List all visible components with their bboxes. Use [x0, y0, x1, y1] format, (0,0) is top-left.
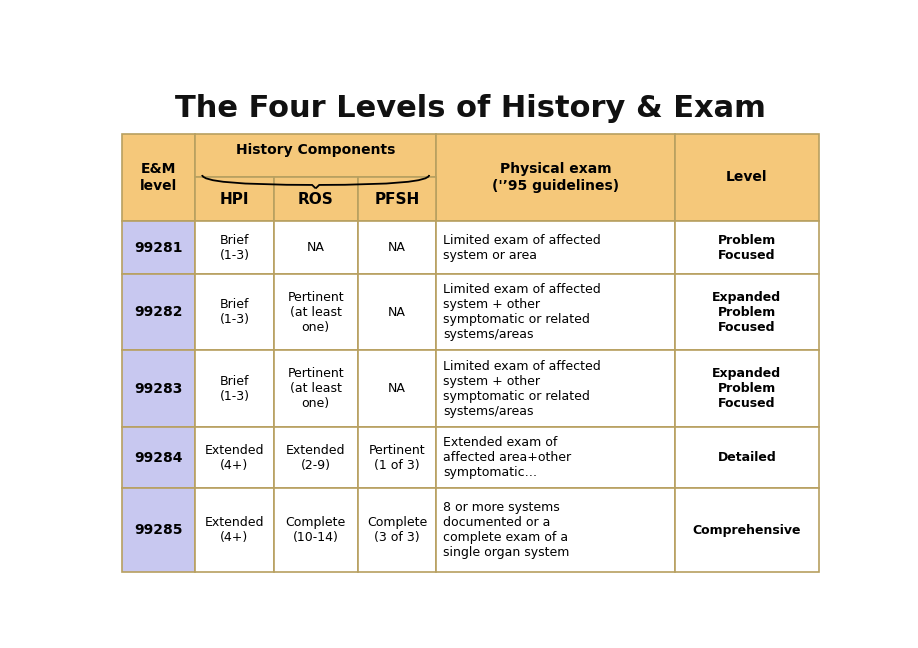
Bar	[357, 351, 436, 427]
Bar	[675, 489, 819, 572]
Bar	[122, 489, 195, 572]
Text: Expanded
Problem
Focused: Expanded Problem Focused	[712, 291, 781, 334]
Bar	[436, 221, 675, 274]
Text: Brief
(1-3): Brief (1-3)	[219, 298, 250, 326]
Bar	[274, 489, 357, 572]
Text: 99284: 99284	[134, 451, 183, 465]
Bar	[357, 221, 436, 274]
Text: History Components: History Components	[236, 143, 396, 157]
Bar	[357, 178, 436, 221]
Bar	[274, 221, 357, 274]
Text: PFSH: PFSH	[375, 192, 420, 207]
Bar	[195, 274, 274, 351]
Bar	[357, 427, 436, 489]
Bar	[675, 274, 819, 351]
Bar	[436, 351, 675, 427]
Text: Comprehensive: Comprehensive	[693, 524, 801, 537]
Bar	[274, 351, 357, 427]
Bar	[195, 351, 274, 427]
Bar	[675, 351, 819, 427]
Text: HPI: HPI	[219, 192, 249, 207]
Text: Brief
(1-3): Brief (1-3)	[219, 233, 250, 262]
Text: NA: NA	[388, 306, 406, 319]
Bar	[675, 133, 819, 221]
Text: Limited exam of affected
system or area: Limited exam of affected system or area	[443, 233, 601, 262]
Text: Detailed: Detailed	[718, 451, 777, 465]
Bar	[274, 274, 357, 351]
Text: 99283: 99283	[134, 382, 183, 396]
Bar	[274, 427, 357, 489]
Text: Complete
(3 of 3): Complete (3 of 3)	[367, 516, 427, 544]
Bar	[195, 221, 274, 274]
Bar	[122, 274, 195, 351]
Bar	[436, 133, 675, 221]
Text: Physical exam
('’95 guidelines): Physical exam ('’95 guidelines)	[492, 163, 619, 192]
Bar	[357, 489, 436, 572]
Text: Pertinent
(at least
one): Pertinent (at least one)	[287, 367, 344, 410]
Bar	[122, 133, 195, 221]
Text: Extended
(2-9): Extended (2-9)	[285, 444, 345, 472]
Bar	[122, 221, 195, 274]
Bar	[195, 133, 436, 178]
Text: 99285: 99285	[134, 523, 183, 537]
Text: Expanded
Problem
Focused: Expanded Problem Focused	[712, 367, 781, 410]
Text: Pertinent
(1 of 3): Pertinent (1 of 3)	[369, 444, 425, 472]
Text: Limited exam of affected
system + other
symptomatic or related
systems/areas: Limited exam of affected system + other …	[443, 360, 601, 418]
Bar	[195, 427, 274, 489]
Text: NA: NA	[388, 241, 406, 254]
Bar	[436, 274, 675, 351]
Text: Pertinent
(at least
one): Pertinent (at least one)	[287, 291, 344, 334]
Text: Extended exam of
affected area+other
symptomatic…: Extended exam of affected area+other sym…	[443, 436, 572, 480]
Text: Complete
(10-14): Complete (10-14)	[285, 516, 346, 544]
Text: 99281: 99281	[134, 240, 183, 255]
Text: E&M
level: E&M level	[140, 163, 177, 192]
Text: 99282: 99282	[134, 305, 183, 319]
Text: NA: NA	[307, 241, 325, 254]
Bar	[436, 489, 675, 572]
Text: ROS: ROS	[297, 192, 333, 207]
Bar	[195, 489, 274, 572]
Bar	[122, 427, 195, 489]
Bar	[436, 427, 675, 489]
Text: Extended
(4+): Extended (4+)	[205, 444, 264, 472]
Bar	[195, 178, 274, 221]
Bar	[274, 178, 357, 221]
Text: NA: NA	[388, 382, 406, 395]
Text: The Four Levels of History & Exam: The Four Levels of History & Exam	[175, 94, 766, 122]
Bar	[675, 427, 819, 489]
Text: 8 or more systems
documented or a
complete exam of a
single organ system: 8 or more systems documented or a comple…	[443, 501, 570, 559]
Text: Brief
(1-3): Brief (1-3)	[219, 375, 250, 403]
Bar	[122, 351, 195, 427]
Text: Limited exam of affected
system + other
symptomatic or related
systems/areas: Limited exam of affected system + other …	[443, 283, 601, 341]
Bar	[675, 221, 819, 274]
Bar	[357, 274, 436, 351]
Text: Problem
Focused: Problem Focused	[718, 233, 776, 262]
Text: Extended
(4+): Extended (4+)	[205, 516, 264, 544]
Text: Level: Level	[726, 170, 767, 185]
